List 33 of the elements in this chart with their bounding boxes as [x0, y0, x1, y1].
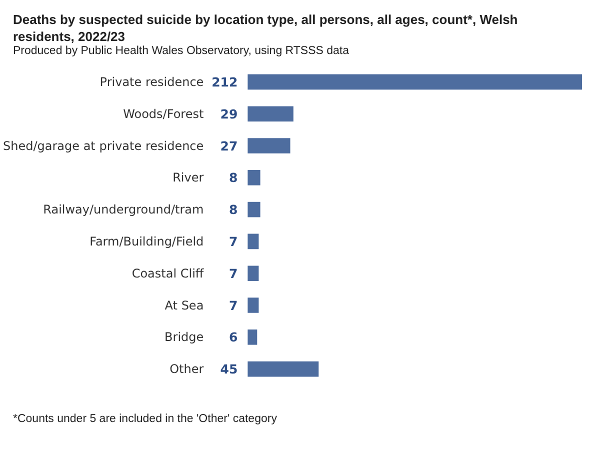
bar — [248, 298, 259, 313]
data-label: 7 — [228, 298, 238, 313]
bar — [248, 234, 259, 250]
bar — [248, 74, 582, 90]
data-label: 6 — [228, 330, 238, 345]
bar — [248, 170, 260, 186]
text: *Counts under 5 are included in the 'Other' category — [13, 413, 278, 425]
data-label: 45 — [220, 362, 238, 377]
y-tick-label: Woods/Forest — [123, 106, 204, 121]
data-label: 8 — [228, 202, 238, 218]
bar — [248, 202, 260, 218]
y-tick-label: Coastal Cliff — [132, 266, 204, 280]
y-tick-label: Private residence — [100, 74, 204, 89]
y-tick-label: Bridge — [164, 330, 204, 344]
y-tick-label: River — [172, 170, 204, 185]
bar — [248, 266, 259, 282]
chart-title: Deaths by suspected suicide by location type, all persons, all ages, count*, Welsh residents, 2022/23 — [13, 12, 522, 44]
data-label: 8 — [228, 170, 238, 186]
bar — [248, 361, 319, 377]
y-tick-label: Farm/Building/Field — [90, 234, 204, 248]
bar — [248, 138, 290, 154]
chart-subtitle: Produced by Public Health Wales Observatory, using RTSSS data — [13, 45, 350, 57]
data-label: 7 — [228, 234, 238, 249]
y-tick-label: Other — [170, 362, 204, 376]
bar — [248, 106, 294, 122]
data-label: 7 — [228, 266, 238, 281]
data-label: 27 — [220, 138, 238, 154]
data-label: 29 — [220, 106, 238, 122]
y-tick-label: Railway/underground/tram — [43, 202, 204, 217]
data-label: 212 — [212, 74, 238, 90]
bar — [248, 329, 258, 345]
y-tick-label: Shed/garage at private residence — [2, 138, 204, 153]
y-tick-label: At Sea — [164, 298, 204, 312]
